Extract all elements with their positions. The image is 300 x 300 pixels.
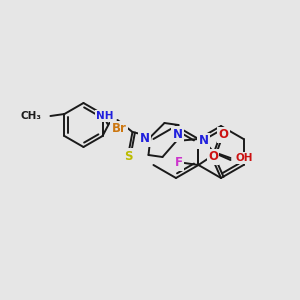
- Text: F: F: [175, 157, 182, 169]
- Text: OH: OH: [236, 153, 253, 163]
- Text: NH: NH: [96, 111, 113, 121]
- Text: Br: Br: [112, 122, 126, 136]
- Text: S: S: [124, 149, 133, 163]
- Text: N: N: [199, 134, 208, 148]
- Text: CH₃: CH₃: [20, 111, 41, 121]
- Text: O: O: [208, 151, 218, 164]
- Text: O: O: [218, 128, 229, 142]
- Text: N: N: [172, 128, 182, 140]
- Text: N: N: [140, 133, 149, 146]
